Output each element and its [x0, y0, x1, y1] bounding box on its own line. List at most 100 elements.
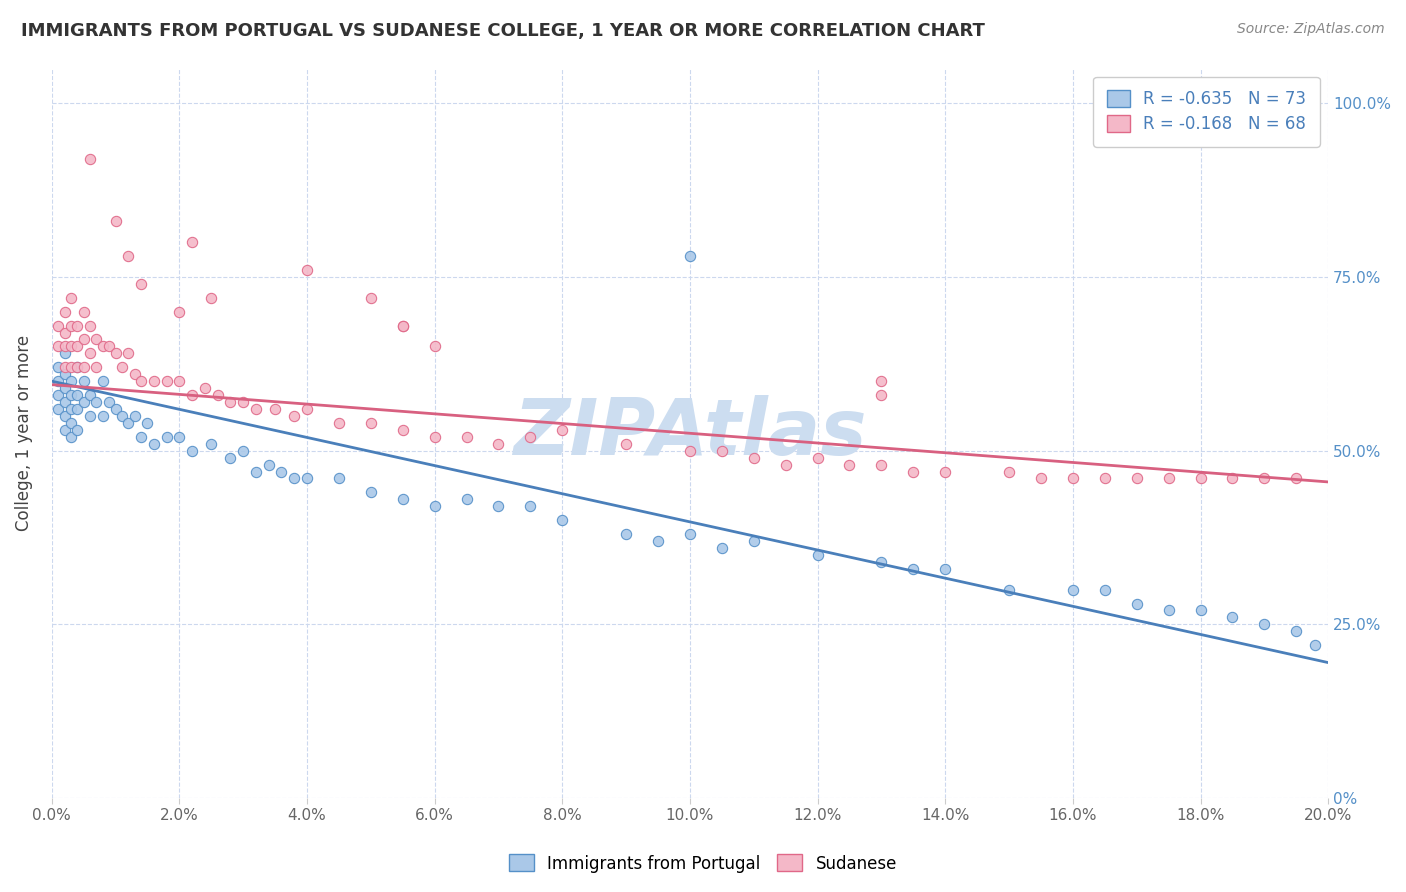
Point: [710, 541, 733, 555]
Point: [53, 360, 76, 375]
Point: [295, 263, 318, 277]
Point: [270, 465, 292, 479]
Point: [934, 562, 956, 576]
Point: [73, 374, 96, 388]
Point: [423, 339, 446, 353]
Point: [551, 423, 574, 437]
Point: [614, 436, 637, 450]
Point: [59, 360, 82, 375]
Point: [870, 374, 893, 388]
Point: [169, 430, 191, 444]
Point: [360, 291, 382, 305]
Point: [117, 346, 139, 360]
Point: [360, 416, 382, 430]
Point: [111, 409, 134, 423]
Point: [456, 492, 478, 507]
Point: [1253, 471, 1275, 485]
Point: [870, 388, 893, 402]
Point: [53, 346, 76, 360]
Point: [1029, 471, 1052, 485]
Point: [423, 430, 446, 444]
Point: [53, 326, 76, 340]
Point: [1189, 603, 1212, 617]
Point: [169, 374, 191, 388]
Point: [488, 500, 510, 514]
Point: [156, 374, 179, 388]
Point: [79, 318, 101, 333]
Point: [423, 500, 446, 514]
Point: [91, 374, 114, 388]
Point: [66, 360, 89, 375]
Point: [124, 409, 146, 423]
Point: [86, 360, 108, 375]
Point: [86, 395, 108, 409]
Point: [194, 381, 217, 395]
Point: [903, 465, 925, 479]
Point: [59, 388, 82, 402]
Point: [59, 374, 82, 388]
Point: [66, 318, 89, 333]
Point: [903, 562, 925, 576]
Point: [219, 450, 242, 465]
Point: [59, 430, 82, 444]
Point: [156, 430, 179, 444]
Point: [98, 339, 121, 353]
Point: [934, 465, 956, 479]
Point: [66, 360, 89, 375]
Point: [73, 333, 96, 347]
Point: [73, 360, 96, 375]
Point: [391, 318, 413, 333]
Point: [679, 527, 702, 541]
Point: [46, 360, 69, 375]
Point: [232, 443, 254, 458]
Point: [257, 458, 280, 472]
Text: ZIPAtlas: ZIPAtlas: [513, 395, 866, 471]
Point: [328, 471, 350, 485]
Point: [53, 304, 76, 318]
Point: [775, 458, 797, 472]
Point: [117, 249, 139, 263]
Point: [647, 533, 669, 548]
Point: [456, 430, 478, 444]
Point: [1285, 471, 1308, 485]
Point: [1222, 471, 1244, 485]
Point: [838, 458, 860, 472]
Point: [181, 443, 204, 458]
Point: [1189, 471, 1212, 485]
Legend: Immigrants from Portugal, Sudanese: Immigrants from Portugal, Sudanese: [502, 847, 904, 880]
Point: [1157, 471, 1180, 485]
Point: [59, 416, 82, 430]
Legend: R = -0.635   N = 73, R = -0.168   N = 68: R = -0.635 N = 73, R = -0.168 N = 68: [1094, 77, 1320, 146]
Point: [1125, 597, 1147, 611]
Point: [207, 388, 229, 402]
Point: [46, 401, 69, 416]
Point: [117, 416, 139, 430]
Point: [679, 443, 702, 458]
Point: [98, 395, 121, 409]
Point: [59, 318, 82, 333]
Point: [1062, 471, 1084, 485]
Point: [129, 430, 152, 444]
Point: [283, 409, 305, 423]
Point: [1062, 582, 1084, 597]
Point: [998, 465, 1021, 479]
Point: [111, 360, 134, 375]
Point: [283, 471, 305, 485]
Point: [1222, 610, 1244, 624]
Point: [104, 401, 127, 416]
Point: [46, 374, 69, 388]
Point: [53, 368, 76, 382]
Point: [245, 465, 267, 479]
Point: [53, 423, 76, 437]
Point: [79, 152, 101, 166]
Point: [66, 401, 89, 416]
Point: [870, 555, 893, 569]
Point: [91, 339, 114, 353]
Point: [169, 304, 191, 318]
Point: [66, 388, 89, 402]
Point: [806, 548, 828, 562]
Point: [66, 339, 89, 353]
Point: [551, 513, 574, 527]
Point: [142, 374, 165, 388]
Point: [181, 388, 204, 402]
